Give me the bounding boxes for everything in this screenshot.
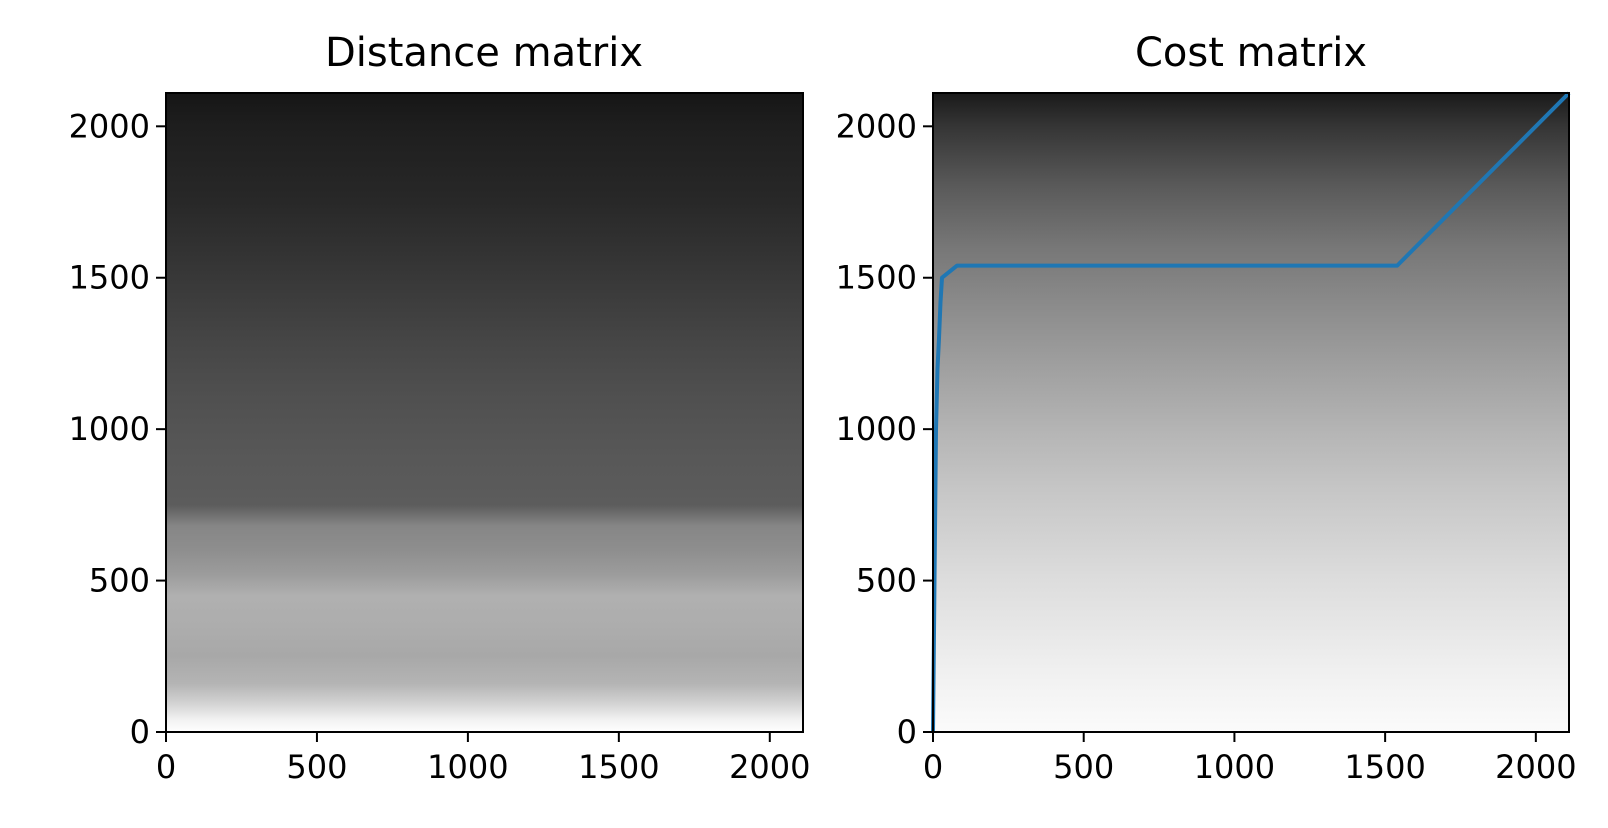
distance-matrix-ytick-label-0: 0 xyxy=(130,713,150,751)
distance-matrix-xtick-label-4: 2000 xyxy=(729,748,810,786)
cost-matrix-ytick-label-1: 500 xyxy=(856,562,917,600)
cost-matrix-axes: Cost matrix 0 500 1000 1500 2000 0 500 1000 1500… xyxy=(836,30,1577,786)
cost-matrix-frame xyxy=(932,92,1570,733)
distance-matrix-ytick-label-4: 2000 xyxy=(69,107,150,145)
distance-matrix-xtick-label-2: 1000 xyxy=(427,748,508,786)
distance-matrix-frame xyxy=(165,92,804,733)
cost-matrix-xtick-label-0: 0 xyxy=(923,748,943,786)
cost-matrix-xtick-label-4: 2000 xyxy=(1495,748,1576,786)
cost-matrix-xtick-label-3: 1500 xyxy=(1344,748,1425,786)
distance-matrix-ytick-label-3: 1500 xyxy=(69,259,150,297)
warping-path-line xyxy=(931,91,1571,733)
distance-matrix-xtick-label-0: 0 xyxy=(156,748,176,786)
cost-matrix-ytick-label-4: 2000 xyxy=(836,107,917,145)
distance-matrix-ytick-label-2: 1000 xyxy=(69,410,150,448)
cost-matrix-title: Cost matrix xyxy=(1135,30,1367,76)
distance-matrix-ytick-label-1: 500 xyxy=(89,562,150,600)
cost-matrix-ytick-label-3: 1500 xyxy=(836,259,917,297)
cost-matrix-ytick-label-0: 0 xyxy=(897,713,917,751)
cost-matrix-xtick-label-2: 1000 xyxy=(1194,748,1275,786)
cost-matrix-xtick-label-1: 500 xyxy=(1053,748,1114,786)
distance-matrix-heatmap xyxy=(166,93,803,732)
distance-matrix-axes: Distance matrix 0 500 1000 1500 2000 0 500 1000… xyxy=(69,30,811,786)
cost-matrix-ytick-label-2: 1000 xyxy=(836,410,917,448)
distance-matrix-xtick-label-1: 500 xyxy=(286,748,347,786)
distance-matrix-xtick-label-3: 1500 xyxy=(578,748,659,786)
distance-matrix-title: Distance matrix xyxy=(325,30,643,76)
